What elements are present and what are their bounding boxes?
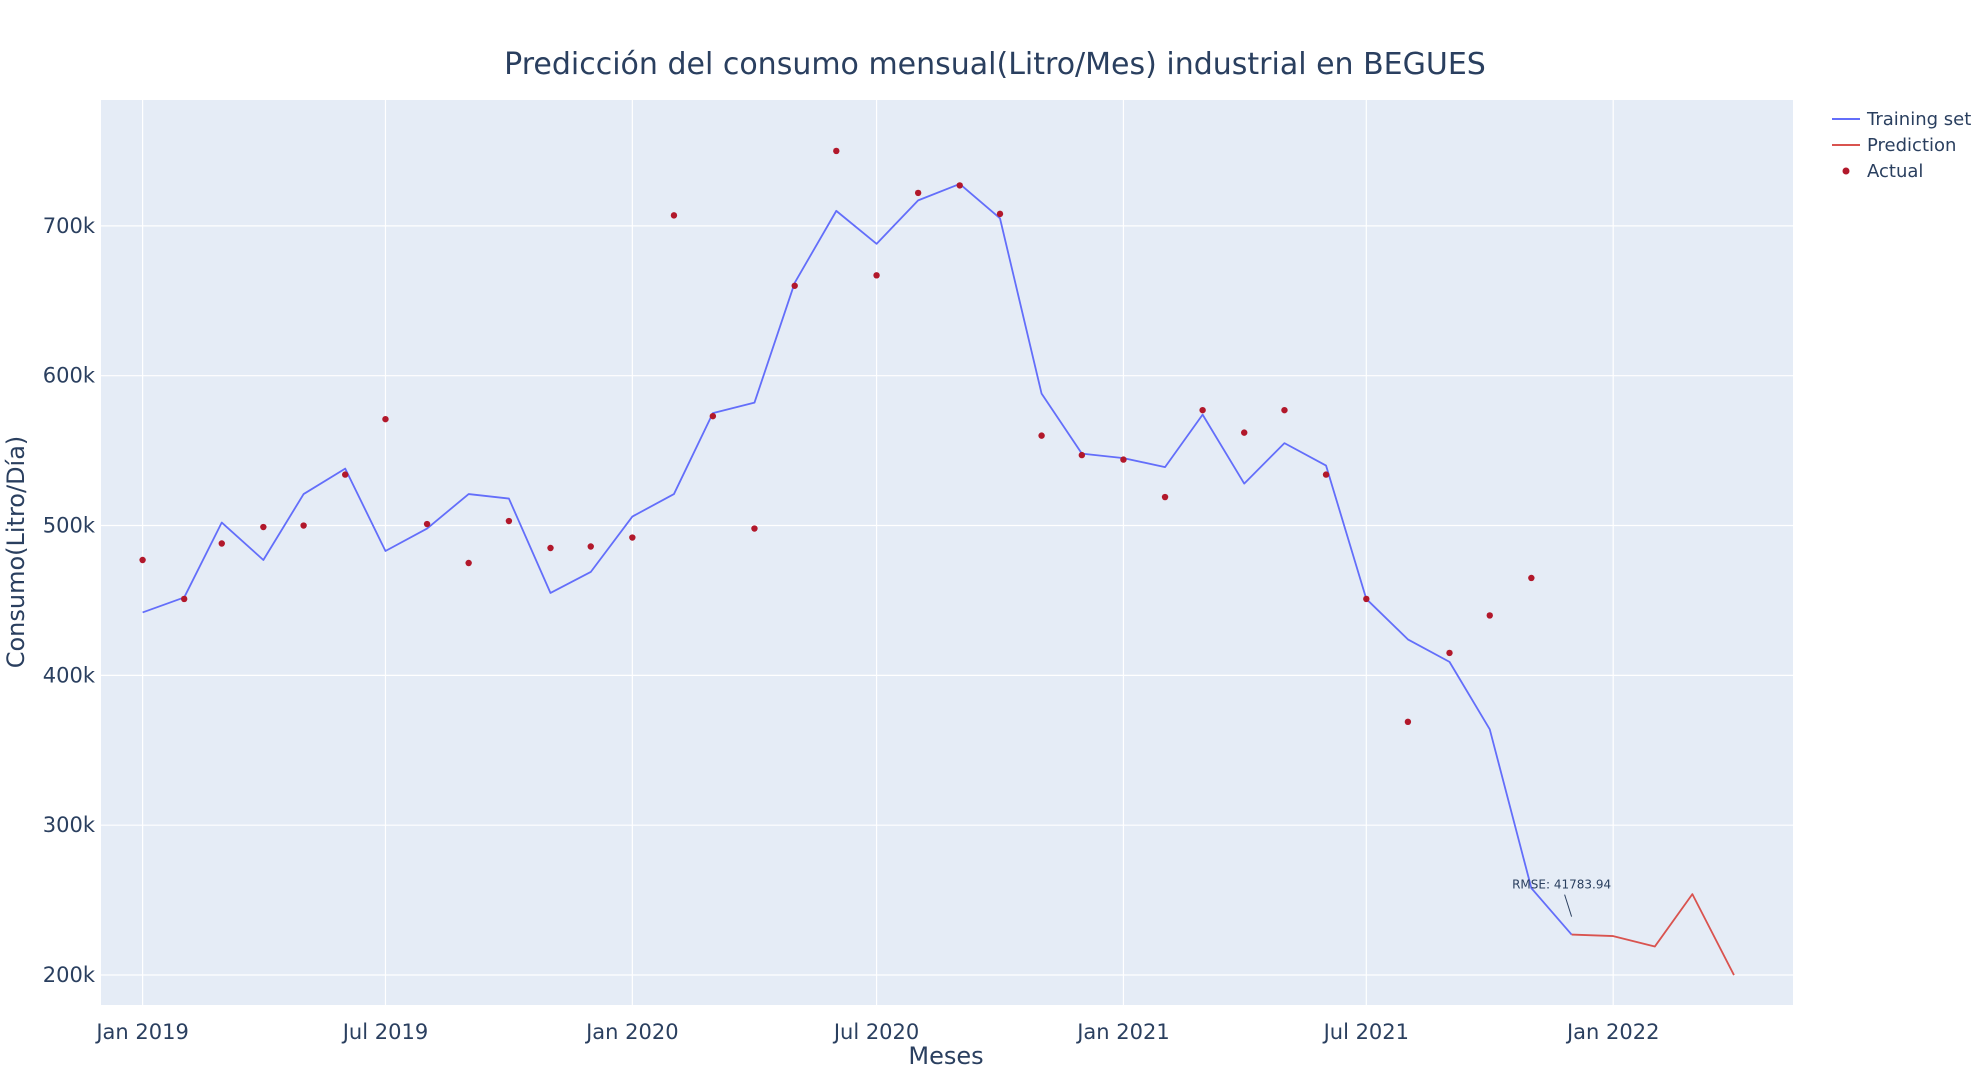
- actual-point[interactable]: [1120, 456, 1127, 463]
- actual-point[interactable]: [587, 543, 594, 550]
- actual-point[interactable]: [996, 210, 1004, 218]
- actual-point[interactable]: [1038, 432, 1045, 439]
- x-tick-label: Jul 2021: [1322, 1020, 1409, 1044]
- x-tick-labels: Jan 2019 Jul 2019 Jan 2020 Jul 2020 Jan 2021…: [94, 1020, 1659, 1044]
- actual-point[interactable]: [342, 471, 349, 478]
- y-tick-label: 500k: [43, 514, 96, 538]
- series-layer: [142, 183, 1735, 976]
- x-tick-label: Jul 2019: [341, 1020, 428, 1044]
- actual-point[interactable]: [1404, 718, 1412, 726]
- legend-item-actual[interactable]: Actual: [1842, 161, 1924, 182]
- y-tick-label: 700k: [43, 214, 96, 238]
- legend-label-prediction: Prediction: [1867, 135, 1956, 156]
- x-tick-label: Jan 2019: [94, 1020, 189, 1044]
- actual-point[interactable]: [180, 595, 188, 603]
- rmse-annotation: RMSE: 41783.94: [1512, 878, 1611, 892]
- actual-point[interactable]: [139, 556, 146, 564]
- actual-point[interactable]: [1281, 406, 1288, 414]
- x-axis-title: Meses: [908, 1042, 983, 1070]
- actual-point[interactable]: [873, 272, 880, 279]
- horizontal-gridlines: [101, 225, 1793, 976]
- x-tick-label: Jul 2020: [832, 1020, 919, 1044]
- y-tick-label: 300k: [43, 813, 96, 837]
- prediction-line[interactable]: [1571, 893, 1735, 976]
- x-tick-label: Jan 2020: [584, 1020, 679, 1044]
- legend-swatch-actual: [1842, 167, 1850, 175]
- actual-point[interactable]: [1322, 471, 1330, 478]
- actual-point[interactable]: [423, 520, 431, 528]
- actual-point[interactable]: [956, 182, 963, 189]
- actual-point[interactable]: [629, 534, 636, 541]
- legend-item-training-set[interactable]: Training set: [1832, 109, 1971, 130]
- y-axis-title: Consumo(Litro/Día): [2, 436, 30, 669]
- actual-point[interactable]: [382, 415, 389, 423]
- actual-point[interactable]: [709, 412, 717, 420]
- legend-item-prediction[interactable]: Prediction: [1832, 135, 1956, 156]
- y-tick-labels: 200k 300k 400k 500k 600k 700k: [43, 214, 96, 987]
- chart-title: Predicción del consumo mensual(Litro/Mes…: [504, 47, 1486, 82]
- actual-point[interactable]: [751, 525, 758, 532]
- actual-point[interactable]: [1446, 649, 1453, 657]
- actual-point[interactable]: [1078, 451, 1086, 459]
- actual-point[interactable]: [505, 517, 513, 525]
- actual-point[interactable]: [1363, 595, 1370, 603]
- x-tick-label: Jan 2022: [1565, 1020, 1660, 1044]
- y-tick-label: 600k: [43, 364, 96, 388]
- plot-background: [101, 100, 1793, 1005]
- actual-point[interactable]: [547, 544, 554, 552]
- actual-point[interactable]: [670, 212, 678, 219]
- actual-point[interactable]: [791, 282, 798, 289]
- x-tick-label: Jan 2021: [1075, 1020, 1170, 1044]
- actual-point[interactable]: [260, 523, 267, 531]
- actual-point[interactable]: [914, 189, 922, 197]
- actual-point[interactable]: [1199, 406, 1206, 414]
- legend-label-training-set: Training set: [1866, 109, 1971, 130]
- training-set-line[interactable]: [142, 183, 1573, 936]
- actual-point[interactable]: [1486, 612, 1493, 619]
- y-tick-label: 400k: [43, 663, 96, 687]
- actual-point[interactable]: [218, 540, 225, 547]
- annotation-arrow: [1564, 894, 1573, 917]
- actual-point[interactable]: [300, 522, 307, 529]
- vertical-gridlines: [141, 100, 1614, 1005]
- markers-layer: [139, 147, 1535, 726]
- actual-point[interactable]: [833, 147, 840, 155]
- legend-label-actual: Actual: [1867, 161, 1923, 182]
- y-tick-label: 200k: [43, 963, 96, 987]
- actual-point[interactable]: [1241, 429, 1248, 436]
- annotation-layer: RMSE: 41783.94: [1512, 878, 1611, 917]
- actual-point[interactable]: [1528, 574, 1535, 582]
- actual-point[interactable]: [465, 559, 472, 567]
- legend[interactable]: Training set Prediction Actual: [1832, 109, 1971, 182]
- actual-point[interactable]: [1161, 493, 1169, 501]
